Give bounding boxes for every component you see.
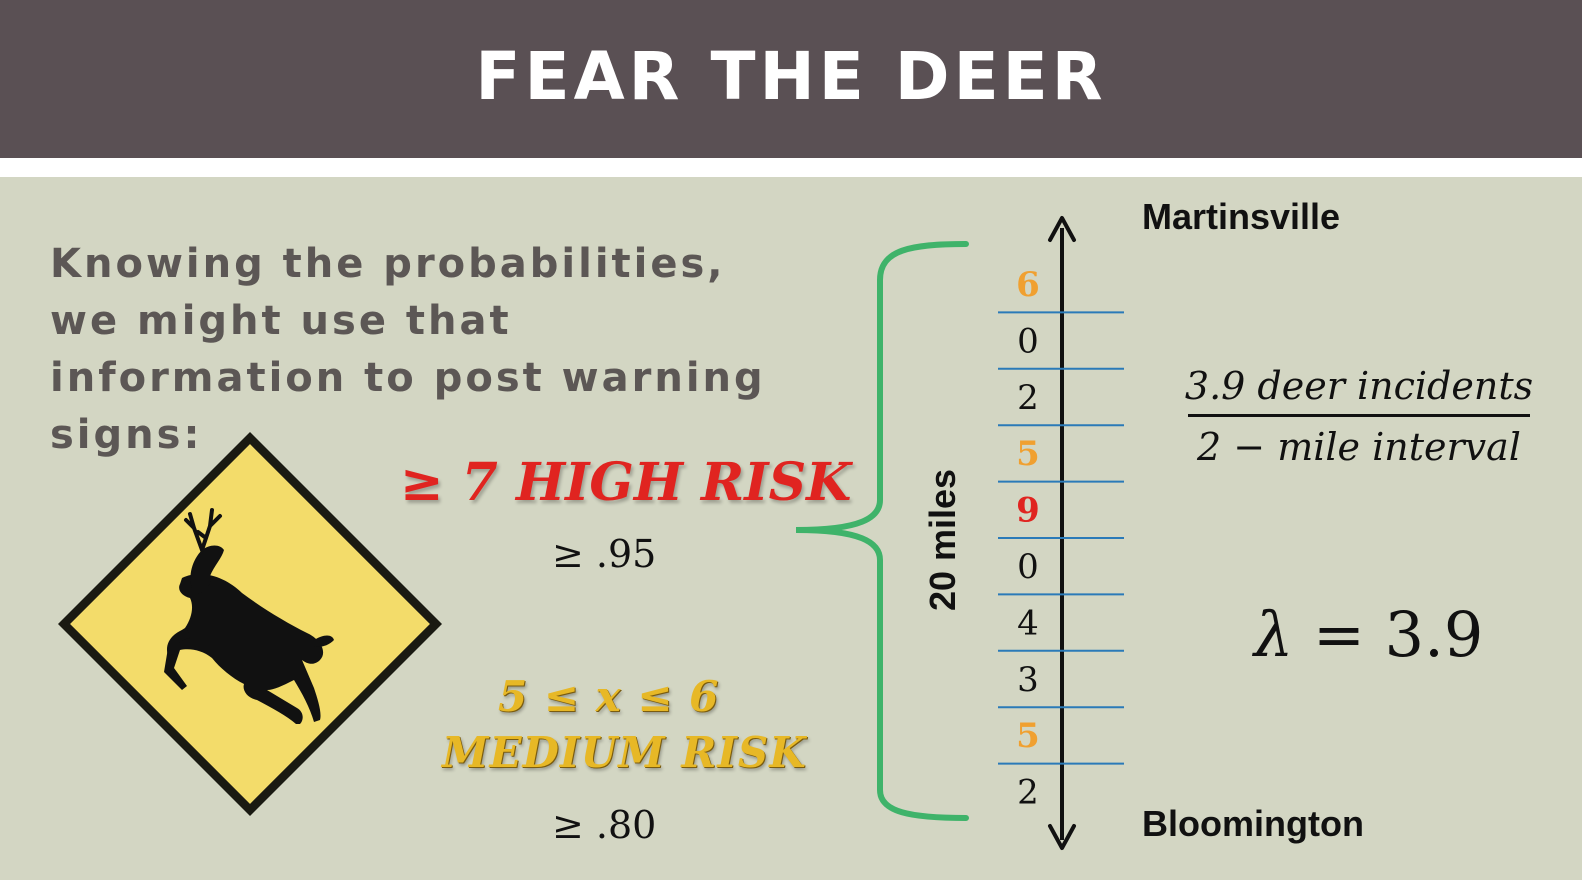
interval-value: 9 (1016, 491, 1040, 531)
lambda-value: = 3.9 (1313, 598, 1484, 671)
interval-value: 3 (1017, 660, 1039, 700)
medium-risk-label: MEDIUM RISK (442, 728, 807, 777)
fraction-bar (1188, 414, 1530, 417)
arrow-up-icon (1048, 216, 1076, 242)
interval-value: 4 (1017, 603, 1039, 643)
divider-strip (0, 158, 1582, 177)
interval-value: 0 (1017, 321, 1039, 361)
rate-denominator: 2 − mile interval (1197, 425, 1521, 469)
interval-value: 5 (1016, 434, 1040, 474)
interval-value: 5 (1016, 716, 1040, 756)
rate-fraction: 3.9 deer incidents 2 − mile interval (1184, 364, 1534, 469)
rate-numerator: 3.9 deer incidents (1184, 364, 1534, 408)
arrow-down-icon (1048, 824, 1076, 850)
place-bloomington: Bloomington (1142, 803, 1364, 844)
lambda-symbol: λ (1254, 598, 1294, 671)
deer-icon (164, 508, 334, 724)
interval-value: 2 (1017, 773, 1039, 813)
brace (795, 241, 969, 821)
interval-value: 6 (1016, 265, 1040, 305)
high-risk-label: ≥ 7 HIGH RISK (400, 452, 852, 513)
medium-risk-range: 5 ≤ x ≤ 6 (498, 672, 720, 721)
medium-risk-probability: ≥ .80 (552, 803, 657, 847)
high-risk-probability: ≥ .95 (552, 532, 657, 576)
slide-title: FEAR THE DEER (475, 38, 1107, 115)
interval-value: 0 (1017, 547, 1039, 587)
lambda-equation: λ = 3.9 (1254, 598, 1483, 671)
intro-text: Knowing the probabilities, we might use … (50, 241, 766, 458)
deer-crossing-sign (58, 432, 442, 816)
place-martinsville: Martinsville (1142, 196, 1341, 237)
title-bar (0, 0, 1582, 158)
road-diagram: 20 miles 6 0 2 5 9 0 4 3 5 2 (795, 216, 1124, 850)
distance-label: 20 miles (922, 469, 963, 611)
interval-value: 2 (1017, 378, 1039, 418)
